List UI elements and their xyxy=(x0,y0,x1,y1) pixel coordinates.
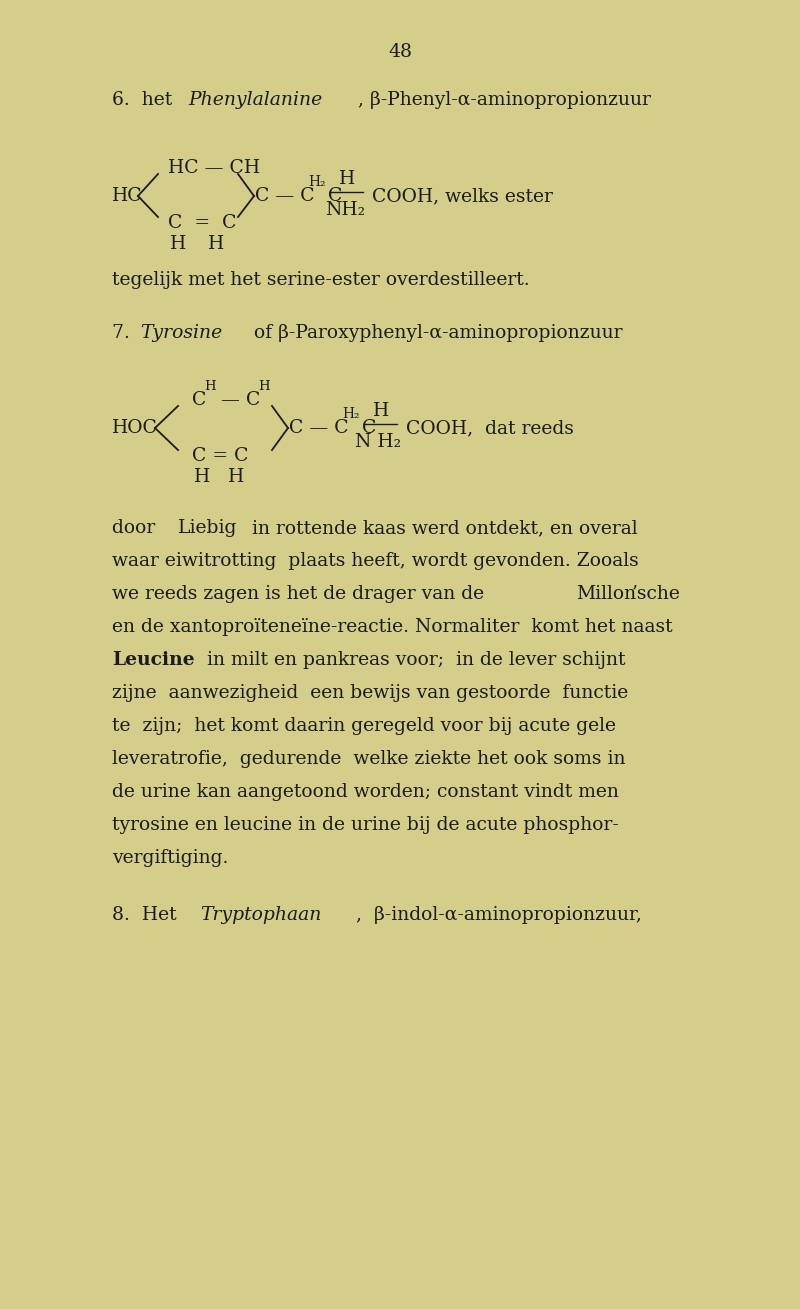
Text: H: H xyxy=(204,381,216,394)
Text: COOH, welks ester: COOH, welks ester xyxy=(366,187,553,206)
Text: Tryptophaan: Tryptophaan xyxy=(200,906,322,924)
Text: Liebig: Liebig xyxy=(178,518,238,537)
Text: C — C: C — C xyxy=(255,187,314,206)
Text: , β-Phenyl-α-aminopropionzuur: , β-Phenyl-α-aminopropionzuur xyxy=(358,92,651,109)
Text: H: H xyxy=(170,236,186,253)
Text: Millon: Millon xyxy=(576,585,636,603)
Text: tyrosine en leucine in de urine bij de acute phosphor-: tyrosine en leucine in de urine bij de a… xyxy=(112,816,619,834)
Text: zijne  aanwezigheid  een bewijs van gestoorde  functie: zijne aanwezigheid een bewijs van gestoo… xyxy=(112,685,628,702)
Text: ’sche: ’sche xyxy=(632,585,681,603)
Text: C — C: C — C xyxy=(289,419,349,437)
Text: of β-Paroxyphenyl-α-aminopropionzuur: of β-Paroxyphenyl-α-aminopropionzuur xyxy=(242,325,622,342)
Text: Tyrosine: Tyrosine xyxy=(140,325,222,342)
Text: de urine kan aangetoond worden; constant vindt men: de urine kan aangetoond worden; constant… xyxy=(112,783,619,801)
Text: leveratrofie,  gedurende  welke ziekte het ook soms in: leveratrofie, gedurende welke ziekte het… xyxy=(112,750,626,768)
Text: door: door xyxy=(112,518,167,537)
Text: 8.  Het: 8. Het xyxy=(112,906,189,924)
Text: waar eiwitrotting  plaats heeft, wordt gevonden. Zooals: waar eiwitrotting plaats heeft, wordt ge… xyxy=(112,552,638,569)
Text: H: H xyxy=(339,170,355,188)
Text: H: H xyxy=(194,469,210,486)
Text: 7.: 7. xyxy=(112,325,142,342)
Text: en de xantoproïteneïne-reactie. Normaliter  komt het naast: en de xantoproïteneïne-reactie. Normalit… xyxy=(112,618,673,636)
Text: C = C: C = C xyxy=(192,446,249,465)
Text: ,  β-indol-α-aminopropionzuur,: , β-indol-α-aminopropionzuur, xyxy=(356,906,642,924)
Text: C: C xyxy=(192,391,206,408)
Text: N H₂: N H₂ xyxy=(355,433,401,452)
Text: C: C xyxy=(328,187,342,206)
Text: HOC: HOC xyxy=(112,419,158,437)
Text: COOH,  dat reeds: COOH, dat reeds xyxy=(400,419,574,437)
Text: C: C xyxy=(362,419,376,437)
Text: vergiftiging.: vergiftiging. xyxy=(112,850,228,867)
Text: Leucine: Leucine xyxy=(112,651,194,669)
Text: HC: HC xyxy=(112,187,142,206)
Text: tegelijk met het serine-ester overdestilleert.: tegelijk met het serine-ester overdestil… xyxy=(112,271,530,289)
Text: —: — xyxy=(215,391,246,408)
Text: in rottende kaas werd ontdekt, en overal: in rottende kaas werd ontdekt, en overal xyxy=(240,518,638,537)
Text: Phenylalanine: Phenylalanine xyxy=(188,92,322,109)
Text: H: H xyxy=(373,402,389,420)
Text: 6.  het: 6. het xyxy=(112,92,178,109)
Text: NH₂: NH₂ xyxy=(325,202,365,219)
Text: we reeds zagen is het de drager van de: we reeds zagen is het de drager van de xyxy=(112,585,496,603)
Text: H: H xyxy=(208,236,224,253)
Text: C: C xyxy=(246,391,260,408)
Text: HC — CH: HC — CH xyxy=(168,158,260,177)
Text: H₂: H₂ xyxy=(308,175,326,188)
Text: 48: 48 xyxy=(388,43,412,62)
Text: H: H xyxy=(228,469,244,486)
Text: in milt en pankreas voor;  in de lever schijnt: in milt en pankreas voor; in de lever sc… xyxy=(195,651,626,669)
Text: H₂: H₂ xyxy=(342,407,360,421)
Text: te  zijn;  het komt daarin geregeld voor bij acute gele: te zijn; het komt daarin geregeld voor b… xyxy=(112,717,616,734)
Text: C  =  C: C = C xyxy=(168,213,237,232)
Text: H: H xyxy=(258,381,270,394)
